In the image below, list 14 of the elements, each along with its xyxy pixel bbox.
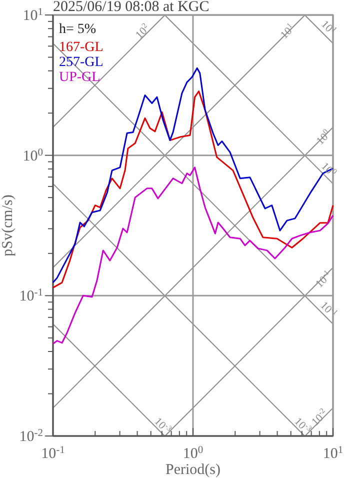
y-tick-label: 10$^{0}$ — [22, 146, 43, 164]
y-tick-label: 10$^{-2}$ — [19, 428, 43, 445]
text: 257-GL — [59, 55, 104, 70]
annotation: h= 5% — [59, 22, 96, 37]
x-tick-label: 10$^{1}$ — [322, 444, 344, 462]
x-axis-title: Period(s) — [166, 462, 220, 478]
x-tick-label: 10$^{-1}$ — [41, 444, 65, 462]
y-axis-title: pSv(cm/s) — [0, 194, 16, 256]
x-tick-label: 10$^{0}$ — [182, 444, 204, 462]
text: UP-GL — [59, 70, 100, 85]
text: 167-GL — [59, 40, 104, 55]
chart-title: 2025/06/19 08:08 at KGC — [53, 0, 210, 15]
y-tick-label: 10$^{-1}$ — [19, 287, 43, 305]
y-tick-label: 10$^{1}$ — [22, 6, 43, 24]
